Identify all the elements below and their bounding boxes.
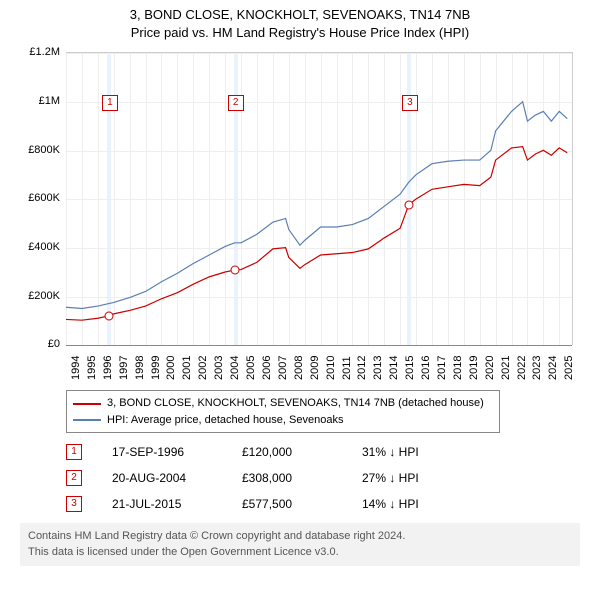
- sales-row: 1 17-SEP-1996 £120,000 31% ↓ HPI: [66, 439, 580, 465]
- sales-table: 1 17-SEP-1996 £120,000 31% ↓ HPI 2 20-AUG-200…: [66, 439, 580, 517]
- x-tick-label: 2020: [484, 356, 496, 380]
- x-tick-label: 2010: [325, 356, 337, 380]
- x-tick-label: 2014: [388, 356, 400, 380]
- x-tick-label: 2011: [341, 357, 353, 381]
- sales-price: £308,000: [242, 471, 332, 485]
- sale-marker-label: 3: [402, 95, 418, 111]
- x-tick-label: 2005: [245, 356, 257, 380]
- sales-price: £577,500: [242, 497, 332, 511]
- x-tick-label: 2006: [261, 356, 273, 380]
- legend-row: HPI: Average price, detached house, Seve…: [73, 412, 493, 429]
- sale-marker-dot: [230, 266, 239, 275]
- x-tick-label: 2003: [213, 356, 225, 380]
- sales-marker-icon: 1: [66, 444, 82, 460]
- x-tick-label: 2024: [547, 356, 559, 380]
- x-tick-label: 2009: [309, 356, 321, 380]
- chart-svg: [66, 53, 572, 345]
- x-tick-label: 1996: [102, 356, 114, 380]
- sale-marker-dot: [104, 312, 113, 321]
- sales-diff: 31% ↓ HPI: [362, 445, 452, 459]
- footer-line-1: Contains HM Land Registry data © Crown c…: [28, 529, 572, 544]
- plot-area: 1 2 3: [66, 52, 573, 345]
- y-tick-label: £0: [48, 338, 60, 350]
- sales-date: 17-SEP-1996: [112, 445, 212, 459]
- legend-swatch: [73, 419, 101, 421]
- sales-marker-icon: 2: [66, 470, 82, 486]
- x-tick-label: 1997: [118, 356, 130, 380]
- sales-price: £120,000: [242, 445, 332, 459]
- x-tick-label: 2007: [277, 356, 289, 380]
- legend-swatch: [73, 403, 101, 405]
- x-tick-label: 2015: [404, 356, 416, 380]
- x-tick-label: 2017: [436, 356, 448, 380]
- y-tick-label: £400K: [28, 241, 60, 253]
- x-tick-label: 2013: [372, 356, 384, 380]
- footer-line-2: This data is licensed under the Open Gov…: [28, 545, 572, 560]
- sale-marker-label: 1: [102, 95, 118, 111]
- sale-marker-label: 2: [228, 95, 244, 111]
- x-tick-label: 2001: [181, 356, 193, 380]
- series-property: [66, 147, 567, 320]
- y-tick-label: £800K: [28, 144, 60, 156]
- x-tick-label: 2016: [420, 356, 432, 380]
- legend-label: 3, BOND CLOSE, KNOCKHOLT, SEVENOAKS, TN1…: [107, 395, 484, 412]
- legend-label: HPI: Average price, detached house, Seve…: [107, 412, 343, 429]
- x-tick-label: 2008: [293, 356, 305, 380]
- x-tick-label: 1999: [150, 356, 162, 380]
- title-line-1: 3, BOND CLOSE, KNOCKHOLT, SEVENOAKS, TN1…: [0, 6, 600, 24]
- x-tick-label: 2012: [356, 356, 368, 380]
- chart-area: £0£200K£400K£600K£800K£1M£1.2M 123 19941…: [20, 48, 580, 388]
- x-tick-label: 2002: [197, 356, 209, 380]
- x-tick-label: 2000: [165, 356, 177, 380]
- y-tick-label: £200K: [28, 290, 60, 302]
- y-tick-label: £1M: [39, 95, 60, 107]
- sales-row: 3 21-JUL-2015 £577,500 14% ↓ HPI: [66, 491, 580, 517]
- x-tick-label: 2019: [468, 356, 480, 380]
- x-tick-label: 2004: [229, 356, 241, 380]
- x-tick-label: 2025: [563, 356, 575, 380]
- sale-marker-dot: [404, 200, 413, 209]
- sales-row: 2 20-AUG-2004 £308,000 27% ↓ HPI: [66, 465, 580, 491]
- sales-date: 21-JUL-2015: [112, 497, 212, 511]
- title-line-2: Price paid vs. HM Land Registry's House …: [0, 24, 600, 42]
- x-tick-label: 2021: [500, 356, 512, 380]
- x-tick-label: 2023: [531, 356, 543, 380]
- title-block: 3, BOND CLOSE, KNOCKHOLT, SEVENOAKS, TN1…: [0, 0, 600, 44]
- legend-row: 3, BOND CLOSE, KNOCKHOLT, SEVENOAKS, TN1…: [73, 395, 493, 412]
- chart-container: 3, BOND CLOSE, KNOCKHOLT, SEVENOAKS, TN1…: [0, 0, 600, 566]
- x-tick-label: 2022: [516, 356, 528, 380]
- sales-date: 20-AUG-2004: [112, 471, 212, 485]
- y-axis: £0£200K£400K£600K£800K£1M£1.2M: [20, 52, 64, 344]
- sales-marker-icon: 3: [66, 496, 82, 512]
- x-tick-label: 1995: [86, 356, 98, 380]
- y-tick-label: £600K: [28, 192, 60, 204]
- x-axis: 1994 1995 1996 1997 1998 19992000 2001 2002 2003…: [66, 344, 572, 388]
- y-tick-label: £1.2M: [29, 46, 60, 58]
- x-tick-label: 1998: [134, 356, 146, 380]
- x-tick-label: 2018: [452, 356, 464, 380]
- sales-diff: 27% ↓ HPI: [362, 471, 452, 485]
- series-hpi: [66, 102, 567, 309]
- x-tick-label: 1994: [70, 356, 82, 380]
- sales-diff: 14% ↓ HPI: [362, 497, 452, 511]
- footer: Contains HM Land Registry data © Crown c…: [20, 523, 580, 566]
- legend: 3, BOND CLOSE, KNOCKHOLT, SEVENOAKS, TN1…: [66, 390, 500, 433]
